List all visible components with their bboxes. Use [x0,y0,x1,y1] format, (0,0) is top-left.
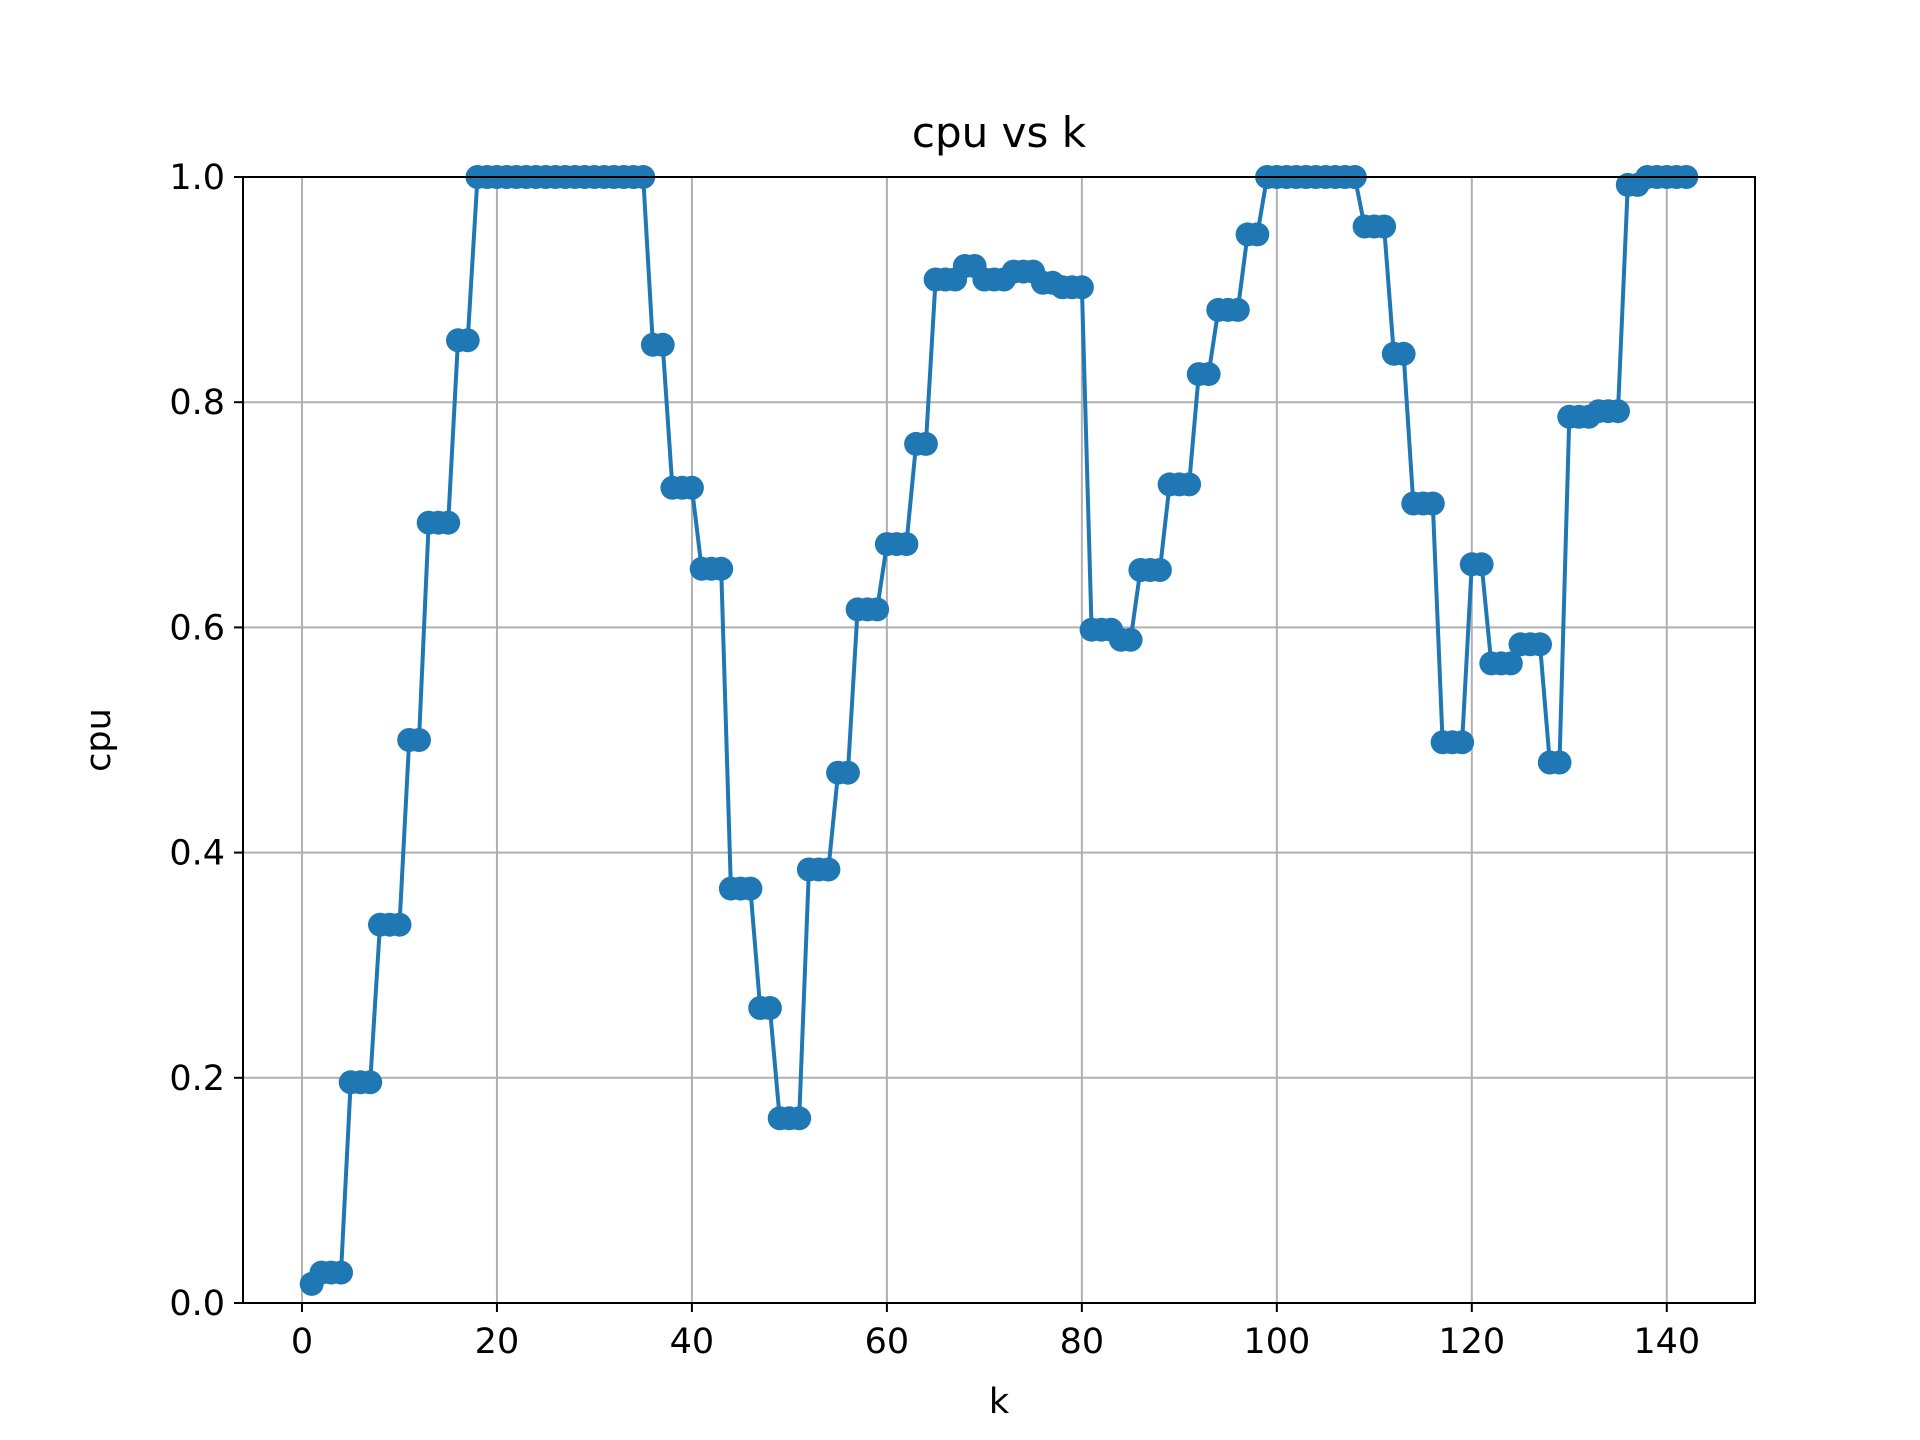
x-tick-label: 40 [670,1322,715,1362]
data-point [650,332,675,357]
data-point [1372,214,1397,239]
data-point [387,912,412,937]
data-point [1147,558,1172,582]
y-axis-label: cpu [79,708,119,772]
y-tick-label: 0.6 [169,608,225,648]
data-point [738,876,763,901]
data-point [835,760,860,785]
data-point [436,510,461,535]
data-point [407,728,431,752]
data-point [1225,297,1250,322]
y-tick-label: 0.0 [169,1284,225,1324]
data-point [894,532,919,557]
data-point [1177,472,1202,497]
x-tick-label: 80 [1060,1322,1105,1362]
data-point [455,328,480,353]
x-tick-label: 140 [1633,1322,1700,1362]
data-point [329,1260,353,1285]
series-group [299,165,1699,1296]
data-point [816,857,841,882]
data-point [1069,275,1094,300]
chart-title: cpu vs k [912,108,1087,157]
data-point [1118,627,1143,652]
data-point [1391,341,1416,366]
data-point [358,1070,383,1095]
data-point [787,1106,812,1131]
plot-frame [242,176,1756,1304]
data-point [679,475,704,500]
data-point [913,431,938,456]
data-point [1245,222,1270,247]
data-point [1498,651,1523,676]
y-tick-label: 0.8 [169,383,225,423]
y-tick-label: 0.4 [169,834,225,874]
data-point [1196,362,1221,387]
y-tick-label: 1.0 [169,158,225,198]
data-point [1450,730,1475,755]
data-point [1420,491,1445,516]
x-tick-label: 0 [291,1322,313,1362]
x-tick-label: 20 [475,1322,520,1362]
x-tick-label: 60 [865,1322,910,1362]
x-axis-label: k [989,1382,1010,1422]
data-point [1547,750,1572,775]
y-tick-label: 0.2 [169,1059,225,1099]
data-point [709,556,734,581]
x-tick-label: 120 [1438,1322,1505,1362]
data-point [865,597,890,622]
x-tick-label: 100 [1243,1322,1310,1362]
data-point [757,996,782,1020]
ticks: 0 20 40 60 80 100 120 140 0.0 0.2 0.4 0.6 0.8 1.0 [169,158,1700,1362]
data-point [1469,552,1494,577]
data-point [1528,632,1552,657]
data-point [1606,399,1630,424]
